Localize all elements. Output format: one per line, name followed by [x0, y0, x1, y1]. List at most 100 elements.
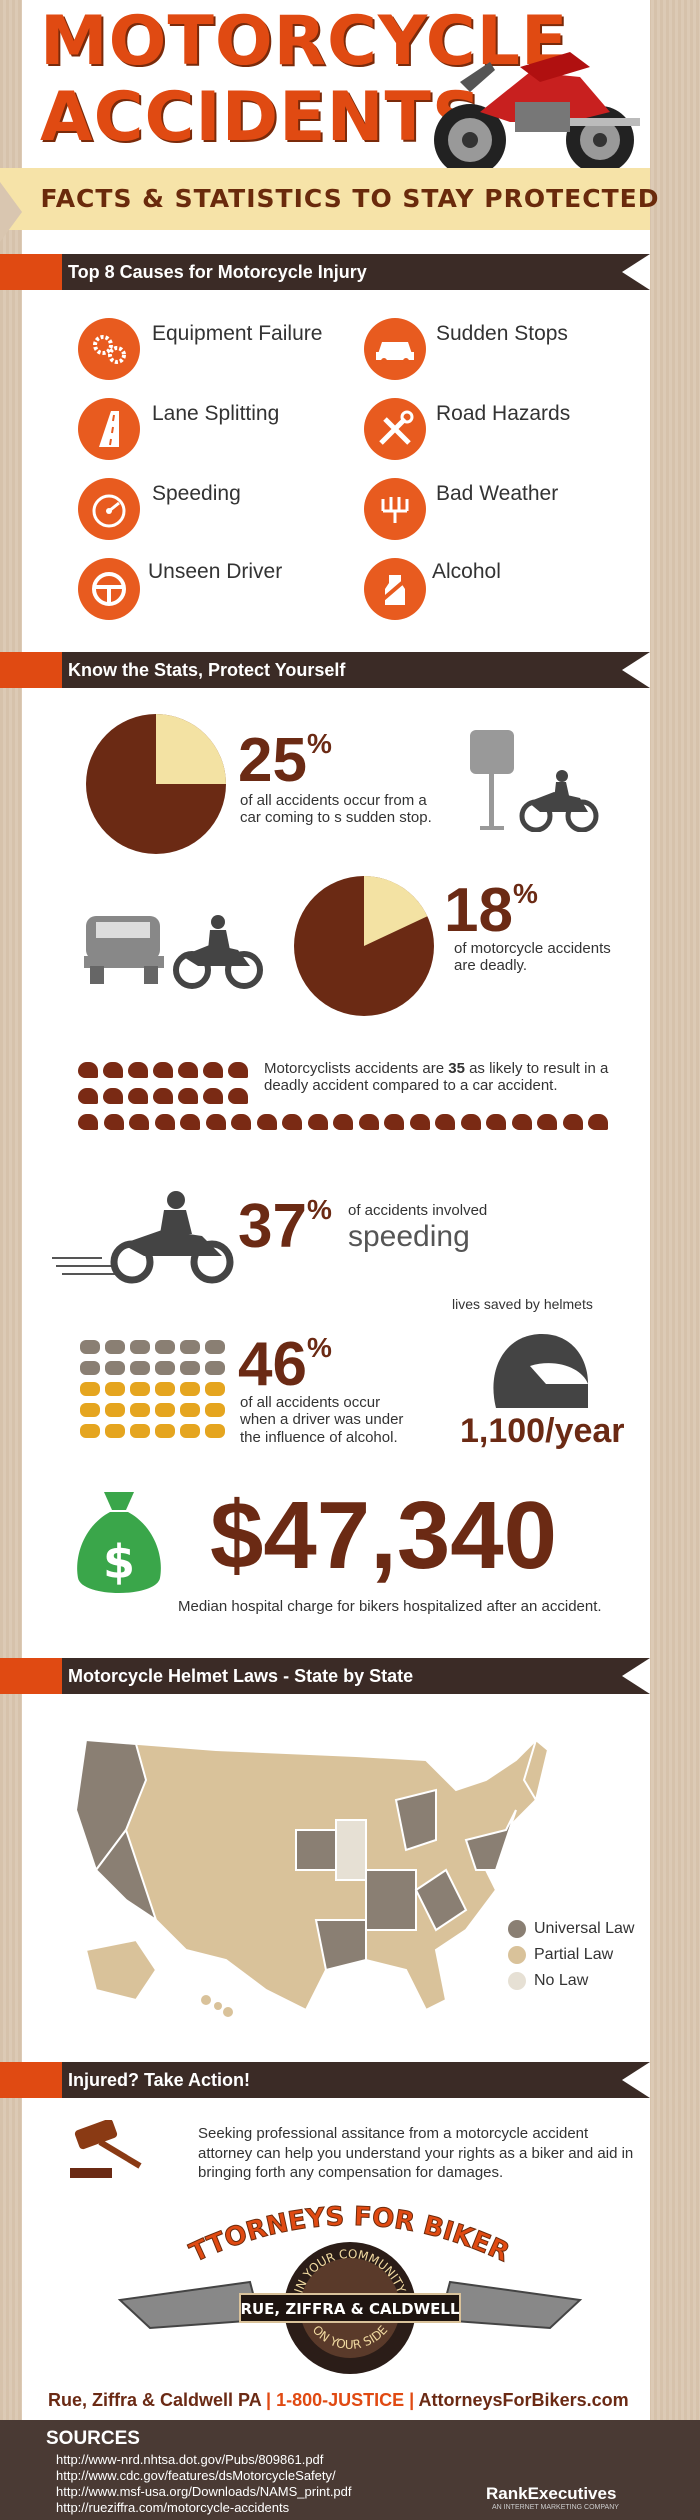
title-line-2: ACCIDENTS [40, 78, 482, 157]
stat-deadly-text: of motorcycle accidents are deadly. [454, 940, 611, 975]
alcohol-small-icon [130, 1424, 150, 1438]
helmet-small-icon [562, 1114, 583, 1130]
helmet-small-icon [78, 1114, 98, 1130]
action-text: Seeking professional assitance from a mo… [198, 2125, 634, 2181]
alcohol-small-icon [155, 1361, 175, 1375]
helmet-small-icon [128, 1062, 148, 1078]
alcohol-small-icon [130, 1382, 150, 1396]
cause-label-3: Lane Splitting [152, 402, 280, 425]
rain-icon [364, 478, 426, 540]
helmet-small-icon [460, 1114, 481, 1130]
action-heading: Injured? Take Action! [68, 2070, 251, 2090]
source-link-3[interactable]: http://www.msf-usa.org/Downloads/NAMS_pr… [56, 2484, 352, 2499]
helmet-small-icon [103, 1062, 123, 1078]
pie-sudden-stop [86, 714, 226, 854]
helmet-small-icon [282, 1114, 302, 1130]
sources-title: SOURCES [46, 2428, 140, 2449]
title-line-1: MOTORCYCLE [40, 2, 569, 81]
helmet-small-icon [435, 1114, 455, 1130]
alcohol-small-icon [155, 1382, 175, 1396]
gavel-icon [70, 2120, 142, 2178]
helmet-small-icon [153, 1088, 173, 1104]
pie-slice-deadly [364, 876, 428, 946]
cause-label-8: Alcohol [432, 560, 501, 583]
stat-sudden-stop-text: of all accidents occur from a car coming… [240, 792, 432, 827]
contact-firm: Rue, Ziffra & Caldwell PA [48, 2390, 262, 2410]
alcohol-small-icon [205, 1382, 225, 1396]
steering-wheel-icon [78, 558, 140, 620]
speeding-motorcycle-icon [52, 1191, 234, 1284]
alcohol-small-icon [205, 1361, 225, 1375]
cause-label-6: Bad Weather [436, 482, 559, 505]
stop-sign-motorcycle-icon [470, 730, 599, 832]
legend-partial: Partial Law [534, 1946, 614, 1963]
badge-firm: RUE, ZIFFRA & CALDWELL [240, 2300, 460, 2318]
alcohol-small-icon [80, 1403, 100, 1417]
alcohol-small-icon [105, 1424, 125, 1438]
helmet-small-icon [333, 1114, 353, 1130]
helmet-small-icon [228, 1088, 248, 1104]
laws-heading: Motorcycle Helmet Laws - State by State [68, 1666, 414, 1686]
car-icon [364, 318, 426, 380]
alcohol-small-icon [180, 1403, 200, 1417]
alcohol-small-icon [180, 1361, 200, 1375]
source-link-1[interactable]: http://www-nrd.nhtsa.dot.gov/Pubs/809861… [56, 2452, 324, 2467]
alcohol-small-icon [80, 1361, 100, 1375]
alcohol-small-icon [105, 1340, 125, 1354]
source-link-4[interactable]: http://rueziffra.com/motorcycle-accident… [56, 2500, 290, 2515]
attorneys-badge: ATTORNEYS FOR BIKERS IN YOUR COMMUNITY O… [110, 2200, 583, 2374]
cause-label-5: Speeding [152, 482, 241, 505]
motorcycle-illustration [434, 52, 640, 176]
alcohol-small-icon [205, 1403, 225, 1417]
legend-universal: Universal Law [534, 1920, 635, 1937]
helmet-icon [493, 1334, 588, 1408]
section-header-laws: Motorcycle Helmet Laws - State by State [0, 1658, 650, 1694]
alcohol-small-icon [105, 1361, 125, 1375]
legend-dot-none [508, 1972, 526, 1990]
alcohol-small-icon [105, 1403, 125, 1417]
stat-alcohol-value: 46% [238, 1330, 332, 1399]
helmet-small-icon [128, 1088, 148, 1104]
helmets-value: 1,100/year [460, 1412, 625, 1450]
alcohol-small-icon [155, 1340, 175, 1354]
helmet-small-icon [358, 1114, 379, 1130]
brand-logo: RankExecutives [486, 2484, 617, 2503]
cause-label-2: Sudden Stops [436, 322, 568, 345]
contact-phone[interactable]: 1-800-JUSTICE [276, 2390, 405, 2410]
alcohol-icon-grid [80, 1340, 230, 1444]
helmet-small-icon [154, 1114, 175, 1130]
alcohol-small-icon [80, 1424, 100, 1438]
source-link-2[interactable]: http://www.cdc.gov/features/dsMotorcycle… [56, 2468, 336, 2483]
helmet-small-icon [409, 1114, 430, 1130]
section-header-causes: Top 8 Causes for Motorcycle Injury [0, 254, 650, 290]
cause-label-7: Unseen Driver [148, 560, 283, 583]
road-icon [78, 398, 140, 460]
brand-tagline: AN INTERNET MARKETING COMPANY [492, 2504, 619, 2511]
alcohol-small-icon [155, 1403, 175, 1417]
section-header-stats: Know the Stats, Protect Yourself [0, 652, 650, 688]
stat-sudden-stop-value: 25% [238, 726, 332, 795]
helmet-small-icon [511, 1114, 532, 1130]
alcohol-small-icon [180, 1340, 200, 1354]
legend-none: No Law [534, 1972, 589, 1989]
speedometer-icon [78, 478, 140, 540]
stat-helmets-compare-text: Motorcyclists accidents are 35 as likely… [264, 1060, 609, 1095]
footer [0, 2420, 700, 2520]
alcohol-small-icon [180, 1424, 200, 1438]
pie-slice-sudden-stop [156, 714, 226, 784]
alcohol-small-icon [105, 1382, 125, 1396]
helmet-small-icon [588, 1114, 608, 1130]
no-drinking-icon [364, 558, 426, 620]
alcohol-small-icon [205, 1340, 225, 1354]
subtitle: FACTS & STATISTICS TO STAY PROTECTED [40, 184, 660, 213]
contact-site[interactable]: AttorneysForBikers.com [418, 2390, 629, 2410]
stat-deadly-value: 18% [444, 876, 538, 945]
cause-label-4: Road Hazards [436, 402, 571, 425]
stat-speeding-value: 37% [238, 1192, 332, 1261]
stat-alcohol-text: of all accidents occur when a driver was… [240, 1394, 404, 1446]
helmet-small-icon [103, 1114, 124, 1130]
helmet-icon-grid [78, 1062, 638, 1142]
alcohol-small-icon [80, 1340, 100, 1354]
tools-icon [364, 398, 426, 460]
helmet-small-icon [153, 1062, 173, 1078]
